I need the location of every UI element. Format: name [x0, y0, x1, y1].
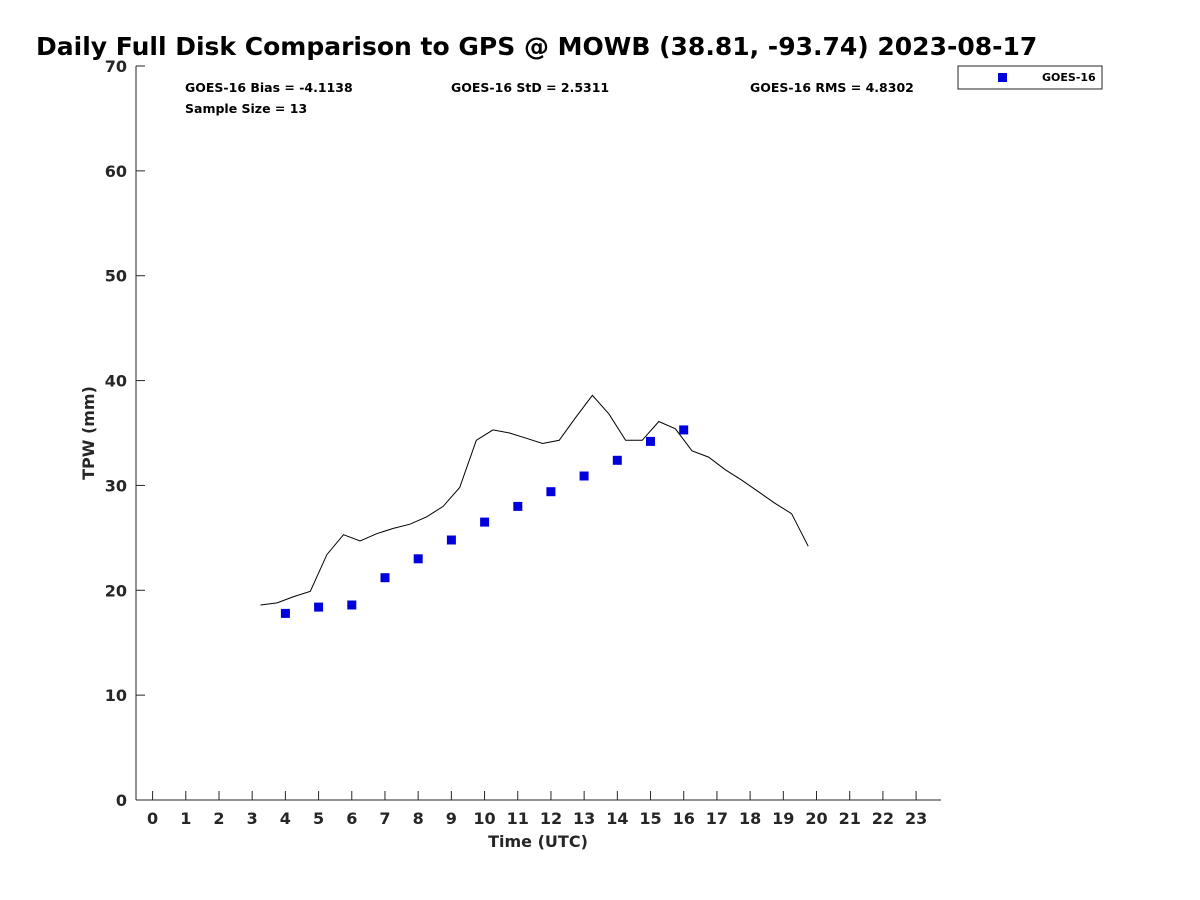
x-tick-label: 10	[473, 809, 495, 828]
goes-16-point	[480, 517, 490, 527]
y-axis-label: TPW (mm)	[79, 386, 98, 480]
x-tick-label: 22	[872, 809, 894, 828]
y-ticks: 0 10 20 30 40 50 60 70	[105, 57, 145, 810]
stat-sample-size: Sample Size = 13	[185, 101, 307, 116]
x-tick-label: 13	[573, 809, 595, 828]
x-tick-label: 15	[639, 809, 661, 828]
stat-std: GOES-16 StD = 2.5311	[451, 80, 609, 95]
gps-tpw-line	[260, 394, 809, 606]
chart-title: Daily Full Disk Comparison to GPS @ MOWB…	[36, 32, 1037, 61]
x-tick-label: 16	[673, 809, 695, 828]
x-tick-label: 20	[805, 809, 827, 828]
x-tick-label: 8	[413, 809, 424, 828]
goes-16-point	[579, 471, 589, 481]
x-tick-label: 7	[379, 809, 390, 828]
stat-rms: GOES-16 RMS = 4.8302	[750, 80, 914, 95]
goes-16-point	[513, 501, 523, 511]
goes-16-point	[380, 573, 390, 583]
goes-16-point	[413, 554, 423, 564]
goes-16-point	[446, 535, 456, 545]
goes-16-point	[679, 425, 689, 435]
goes-16-point	[314, 602, 324, 612]
y-tick-label: 50	[105, 267, 127, 286]
x-tick-label: 12	[540, 809, 562, 828]
x-tick-label: 2	[213, 809, 224, 828]
goes-16-point	[280, 608, 290, 618]
goes-16-point	[347, 600, 357, 610]
y-tick-label: 20	[105, 581, 127, 600]
stat-bias: GOES-16 Bias = -4.1138	[185, 80, 353, 95]
legend-label-goes-16: GOES-16	[1042, 71, 1096, 84]
axes	[135, 66, 941, 801]
goes-16-point	[646, 436, 655, 446]
x-tick-label: 4	[280, 809, 291, 828]
y-tick-label: 0	[116, 791, 127, 810]
legend-box	[957, 65, 1103, 90]
x-tick-label: 23	[905, 809, 927, 828]
y-tick-label: 10	[105, 686, 127, 705]
x-tick-label: 11	[507, 809, 529, 828]
goes-16-point	[546, 487, 556, 497]
x-tick-label: 14	[606, 809, 628, 828]
legend-marker-goes-16	[998, 73, 1007, 82]
y-tick-label: 60	[105, 162, 127, 181]
y-tick-label: 40	[105, 372, 127, 391]
x-tick-label: 18	[739, 809, 761, 828]
y-tick-label: 70	[105, 57, 127, 76]
x-tick-label: 9	[446, 809, 457, 828]
goes-16-points	[280, 425, 689, 618]
x-tick-label: 19	[772, 809, 794, 828]
legend: GOES-16	[957, 65, 1103, 90]
x-ticks: 0 1 2 3 4 5 6 7 8 9 10 11 12 13 14 15 16 17 18 19 20 21 22 23	[147, 791, 927, 828]
x-tick-label: 5	[313, 809, 324, 828]
x-tick-label: 0	[147, 809, 158, 828]
y-tick-label: 30	[105, 476, 127, 495]
x-axis-label: Time (UTC)	[488, 832, 588, 851]
x-tick-label: 6	[346, 809, 357, 828]
x-tick-label: 17	[706, 809, 728, 828]
x-tick-label: 1	[180, 809, 191, 828]
x-tick-label: 21	[839, 809, 861, 828]
x-tick-label: 3	[247, 809, 258, 828]
goes-16-point	[612, 455, 622, 465]
